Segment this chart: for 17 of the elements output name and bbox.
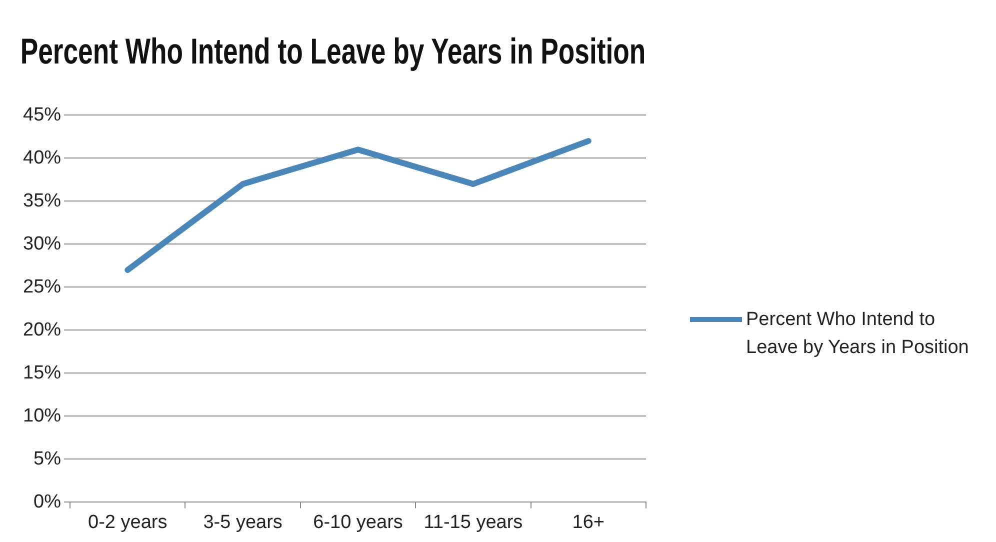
x-tick-label: 16+ bbox=[572, 512, 605, 533]
x-tick-label: 3-5 years bbox=[203, 512, 282, 533]
legend-label: Percent Who Intend to Leave by Years in Position bbox=[746, 308, 970, 360]
y-tick-label: 20% bbox=[22, 319, 62, 340]
chart-title: Percent Who Intend to Leave by Years in Position bbox=[20, 30, 646, 72]
x-tick-label: 6-10 years bbox=[313, 512, 403, 533]
y-tick-label: 10% bbox=[22, 405, 62, 426]
y-tick-label: 25% bbox=[22, 276, 62, 298]
y-tick-label: 35% bbox=[22, 190, 62, 212]
x-tick-label: 11-15 years bbox=[424, 512, 523, 533]
y-tick-label: 30% bbox=[22, 233, 62, 254]
y-tick-label: 15% bbox=[22, 362, 62, 384]
x-tick-label: 0-2 years bbox=[88, 512, 168, 533]
y-tick-label: 40% bbox=[22, 147, 62, 168]
y-tick-label: 5% bbox=[34, 448, 62, 470]
y-tick-label: 45% bbox=[22, 104, 62, 126]
y-tick-label: 0% bbox=[34, 491, 62, 512]
